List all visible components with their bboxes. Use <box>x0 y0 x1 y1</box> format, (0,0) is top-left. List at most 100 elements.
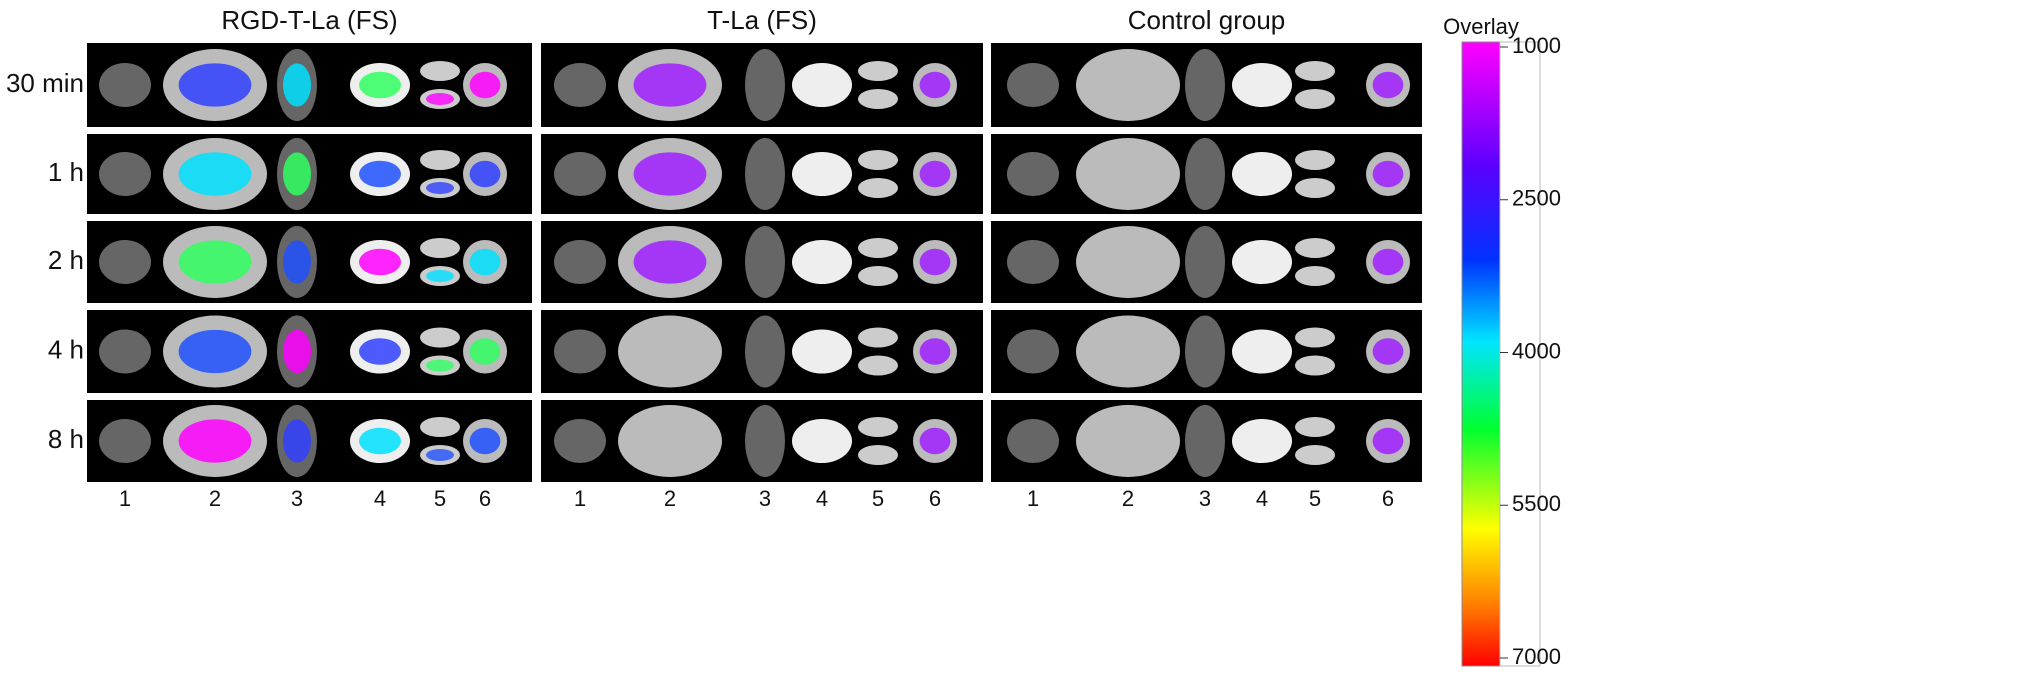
fluorescence <box>1372 338 1404 365</box>
organ <box>1295 178 1335 198</box>
fluorescence <box>469 71 501 99</box>
organ <box>858 266 898 286</box>
organ <box>99 63 151 107</box>
fluorescence <box>919 160 951 188</box>
organ <box>1295 150 1335 170</box>
fluorescence <box>1372 248 1404 276</box>
colorbar-tick-label: 5500 <box>1512 491 1561 516</box>
row-label: 2 h <box>48 245 84 275</box>
fluorescence <box>359 338 401 365</box>
organ <box>1007 240 1059 284</box>
organ-label: 1 <box>574 486 586 511</box>
organ <box>1295 355 1335 376</box>
organ-label: 5 <box>1309 486 1321 511</box>
organ <box>1076 49 1180 121</box>
organ-label: 3 <box>291 486 303 511</box>
organ <box>858 178 898 198</box>
fluorescence <box>283 419 311 463</box>
fluorescence <box>359 160 401 188</box>
fluorescence <box>633 152 707 196</box>
organ-label: 4 <box>374 486 386 511</box>
fluorescence <box>919 248 951 276</box>
organ <box>1232 419 1292 463</box>
organ <box>1185 315 1225 388</box>
fluorescence <box>178 419 252 463</box>
fluorescence <box>469 338 501 365</box>
row-label: 1 h <box>48 157 84 187</box>
fluorescence <box>469 160 501 188</box>
organ <box>858 61 898 81</box>
fluorescence <box>283 329 311 374</box>
fluorescence <box>283 63 311 107</box>
organ <box>1007 329 1059 374</box>
organ-label: 5 <box>434 486 446 511</box>
organ <box>745 226 785 298</box>
fluorescence <box>283 152 311 196</box>
fluorescence <box>426 182 454 194</box>
organ-label: 3 <box>1199 486 1211 511</box>
organ-label: 2 <box>664 486 676 511</box>
fluorescence <box>469 248 501 276</box>
fluorescence <box>178 63 252 107</box>
organ <box>1295 61 1335 81</box>
organ <box>1295 417 1335 437</box>
organ-label: 4 <box>1256 486 1268 511</box>
colorbar-tick-label: 4000 <box>1512 338 1561 363</box>
organ <box>1232 329 1292 374</box>
organ <box>792 152 852 196</box>
organ <box>1076 405 1180 477</box>
organ <box>420 150 460 170</box>
organ <box>1185 405 1225 477</box>
organ-label: 6 <box>479 486 491 511</box>
organ <box>858 89 898 109</box>
organ <box>858 355 898 376</box>
organ-label: 6 <box>929 486 941 511</box>
colorbar-title: Overlay <box>1443 14 1519 39</box>
organ <box>1295 238 1335 258</box>
fluorescence <box>919 71 951 99</box>
column-title: Control group <box>1128 5 1286 35</box>
organ <box>792 63 852 107</box>
fluorescence <box>178 152 252 196</box>
organ <box>745 49 785 121</box>
organ <box>1076 315 1180 388</box>
organ-label: 4 <box>816 486 828 511</box>
column-title: RGD-T-La (FS) <box>221 5 397 35</box>
fluorescence <box>633 240 707 284</box>
organ <box>554 419 606 463</box>
organ <box>618 315 722 388</box>
organ-label: 3 <box>759 486 771 511</box>
fluorescence <box>178 240 252 284</box>
organ <box>858 417 898 437</box>
organ <box>1185 226 1225 298</box>
colorbar-tick-label: 1000 <box>1512 33 1561 58</box>
organ-label: 1 <box>119 486 131 511</box>
organ <box>792 240 852 284</box>
organ <box>1295 89 1335 109</box>
organ <box>99 329 151 374</box>
organ-label: 2 <box>1122 486 1134 511</box>
organ <box>858 327 898 348</box>
fluorescence <box>919 427 951 455</box>
row-label: 4 h <box>48 334 84 364</box>
organ <box>745 138 785 210</box>
organ <box>554 152 606 196</box>
organ <box>745 405 785 477</box>
colorbar-frame <box>1499 41 1541 667</box>
fluorescence <box>1372 160 1404 188</box>
row-label: 30 min <box>6 68 84 98</box>
colorbar <box>1461 41 1501 667</box>
fluorescence <box>178 329 252 374</box>
organ <box>792 419 852 463</box>
column-title: T-La (FS) <box>707 5 817 35</box>
fluorescence <box>359 248 401 276</box>
organ <box>1295 445 1335 465</box>
fluorescence <box>426 359 454 372</box>
organ <box>1007 152 1059 196</box>
organ <box>858 445 898 465</box>
organ <box>1185 49 1225 121</box>
organ <box>554 329 606 374</box>
organ <box>420 61 460 81</box>
organ <box>858 150 898 170</box>
